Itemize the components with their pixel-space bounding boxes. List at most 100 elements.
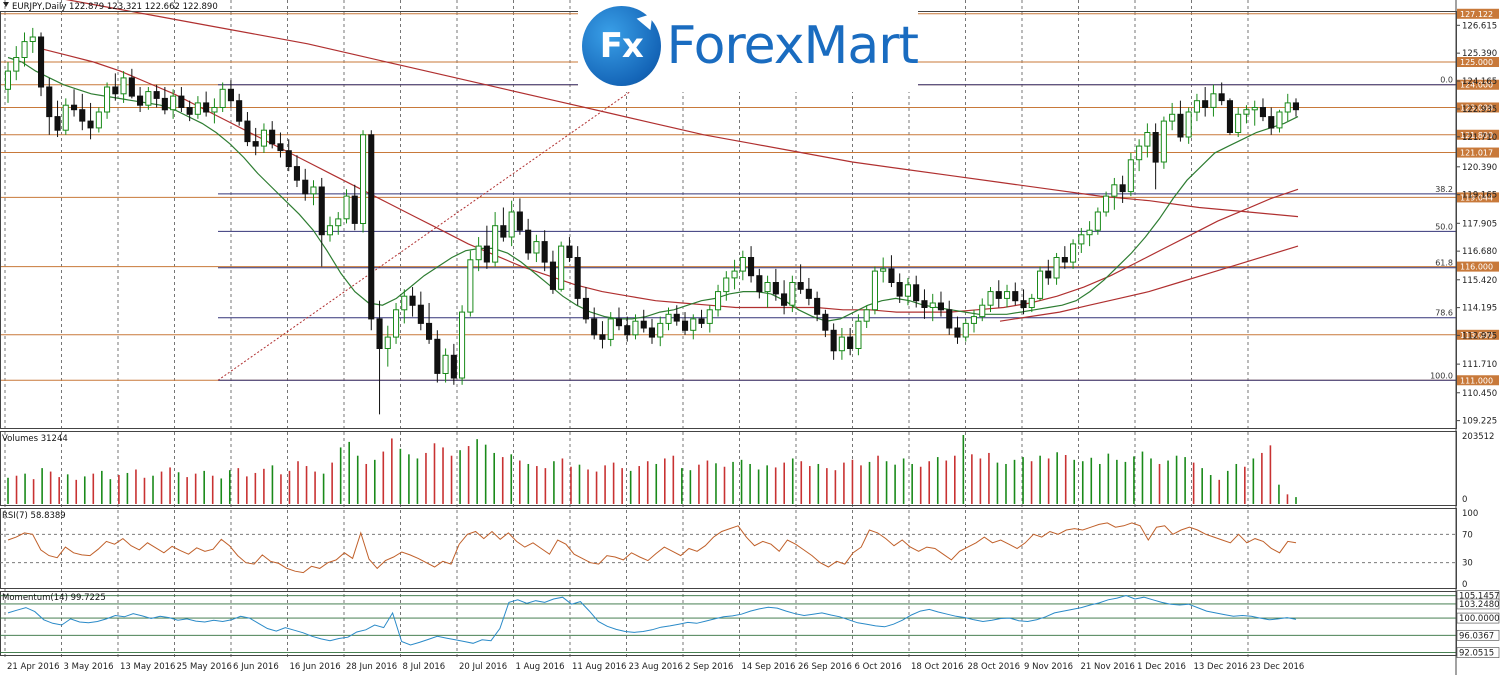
candle-body: [921, 300, 928, 309]
candle-body: [764, 282, 771, 293]
candle-body: [1045, 270, 1052, 279]
candle-body: [1235, 113, 1242, 134]
candle-body: [772, 282, 779, 295]
candle-body: [104, 86, 111, 113]
x-tick-label: 23 Aug 2016: [629, 662, 683, 672]
candle-body: [508, 211, 515, 238]
level-price-label: 123.000: [1460, 103, 1493, 112]
candle-body: [706, 309, 713, 324]
x-tick-label: 14 Sep 2016: [742, 662, 796, 672]
rsi-line: [7, 522, 1297, 574]
x-tick-label: 1 Dec 2016: [1137, 662, 1186, 672]
candle-body: [38, 36, 45, 88]
x-tick-label: 8 Jul 2016: [403, 662, 446, 672]
y-tick-label: 111.710: [1462, 360, 1497, 370]
candle-body: [475, 245, 482, 261]
x-tick-label: 13 Dec 2016: [1194, 662, 1248, 672]
momentum-y-tick-label: 96.0367: [1459, 631, 1494, 641]
candle-body: [459, 311, 466, 379]
momentum-y-tick-label: 105.1457: [1459, 592, 1500, 602]
momentum-line: [7, 594, 1297, 646]
logo-brand-text: ForexMart: [666, 16, 919, 76]
candle-body: [648, 327, 656, 338]
candle-body: [913, 284, 920, 302]
fibonacci-label: 38.2: [1435, 185, 1453, 194]
level-price-tag: [1457, 261, 1499, 272]
candle-body: [120, 77, 127, 95]
candle-body: [1185, 111, 1192, 138]
candle-body: [426, 322, 433, 340]
candle-body: [946, 309, 953, 329]
level-price-tag: [1457, 147, 1499, 158]
candle-body: [343, 195, 350, 220]
candle-body: [409, 295, 416, 306]
candle-body: [1028, 297, 1035, 308]
candle-body: [302, 179, 309, 195]
candle-body: [558, 245, 565, 290]
x-tick-label: 18 Oct 2016: [911, 662, 964, 672]
candle-body: [599, 334, 606, 340]
momentum-tag: [1456, 629, 1500, 641]
candle-body: [1193, 100, 1201, 113]
rsi-y-tick-label: 100: [1462, 509, 1478, 519]
candle-body: [847, 336, 854, 350]
rsi-y-tick-label: 30: [1462, 559, 1473, 569]
candle-body: [632, 320, 639, 336]
candle-body: [880, 268, 887, 272]
candle-body: [698, 318, 705, 324]
candle-body: [401, 295, 408, 311]
y-tick-label: 117.905: [1462, 219, 1497, 229]
candle-body: [1160, 120, 1167, 163]
x-tick-label: 20 Jul 2016: [459, 662, 507, 672]
candle-body: [533, 241, 540, 254]
candle-body: [417, 304, 424, 324]
candle-body: [904, 284, 912, 297]
candle-body: [326, 225, 333, 236]
fibonacci-trendline: [217, 84, 641, 381]
logo-circle-icon: Fx: [582, 6, 661, 86]
candle-body: [170, 95, 177, 111]
candle-body: [591, 318, 598, 336]
candle-body: [682, 320, 689, 331]
x-tick-label: 3 May 2016: [64, 662, 114, 672]
x-tick-label: 23 Dec 2016: [1250, 662, 1304, 672]
candle-body: [987, 291, 994, 306]
candle-body: [236, 100, 243, 122]
candle-body: [1136, 145, 1143, 161]
y-tick-label: 116.680: [1462, 247, 1497, 257]
candle-body: [1268, 116, 1275, 129]
candle-body: [995, 291, 1002, 299]
level-price-label: 121.017: [1460, 149, 1493, 158]
candle-body: [260, 129, 267, 147]
level-price-tag: [1457, 102, 1499, 113]
candle-body: [805, 288, 812, 299]
candle-body: [574, 257, 581, 299]
y-tick-label: 124.165: [1462, 77, 1497, 87]
candle-body: [1020, 300, 1027, 309]
candle-body: [95, 111, 102, 129]
candle-body: [731, 270, 738, 279]
candle-body: [962, 322, 969, 338]
candle-body: [822, 313, 829, 331]
candle-body: [360, 134, 367, 224]
candle-body: [227, 88, 234, 102]
fibonacci-label: 78.6: [1435, 309, 1453, 318]
level-price-tag: [1457, 79, 1499, 90]
candle-body: [566, 245, 573, 259]
candle-body: [1259, 107, 1267, 118]
candle-body: [62, 104, 69, 131]
x-tick-label: 26 Sep 2016: [798, 662, 852, 672]
level-price-tag: [1457, 57, 1499, 68]
volume-y-tick-label: 203512: [1462, 432, 1494, 442]
candle-body: [1177, 113, 1184, 138]
candle-body: [1144, 132, 1151, 147]
y-tick-label: 114.195: [1462, 304, 1497, 314]
fibonacci-label: 50.0: [1435, 222, 1453, 231]
y-tick-label: 115.420: [1462, 276, 1497, 286]
candle-body: [368, 134, 375, 320]
candle-body: [690, 318, 697, 331]
candle-body: [54, 116, 61, 131]
momentum-y-tick-label: 103.2480: [1459, 600, 1500, 610]
candle-body: [1202, 100, 1209, 108]
